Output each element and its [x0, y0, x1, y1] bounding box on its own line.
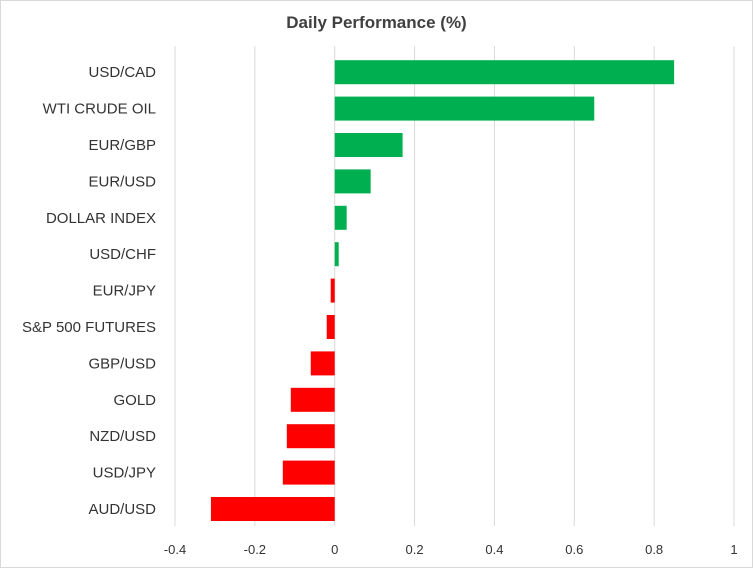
category-label: NZD/USD [89, 428, 156, 445]
bar [326, 315, 335, 339]
bars [210, 60, 675, 521]
x-axis-tick-labels: -0.4 -0.2 0 0.2 0.4 0.6 0.8 1 [164, 542, 738, 557]
category-label: S&P 500 FUTURES [22, 319, 156, 336]
category-label: AUD/USD [88, 501, 156, 518]
bar [310, 351, 335, 376]
category-label: EUR/GBP [88, 137, 156, 154]
bar [334, 205, 347, 230]
x-tick-label: 0.2 [406, 542, 424, 557]
x-tick-label: 0.6 [565, 542, 583, 557]
x-tick-label: 1 [730, 542, 737, 557]
x-tick-label: 0.8 [645, 542, 663, 557]
bar [286, 424, 335, 449]
bar [334, 60, 675, 85]
category-label: EUR/JPY [93, 283, 156, 300]
bar [290, 387, 335, 412]
category-label: USD/CAD [88, 64, 156, 81]
bar [330, 278, 335, 303]
bar [334, 133, 403, 157]
category-label: EUR/USD [88, 173, 156, 190]
category-label: GBP/USD [88, 355, 156, 372]
x-tick-label: 0.4 [485, 542, 503, 557]
bar [210, 497, 335, 521]
bar [334, 242, 339, 267]
bar [282, 460, 335, 485]
category-label: GOLD [113, 392, 156, 409]
category-label: USD/JPY [93, 465, 156, 482]
x-tick-label: -0.2 [244, 542, 266, 557]
bar [334, 169, 371, 194]
x-tick-label: -0.4 [164, 542, 186, 557]
category-label: WTI CRUDE OIL [43, 101, 156, 118]
category-labels: USD/CAD WTI CRUDE OIL EUR/GBP EUR/USD DOLLAR… [22, 64, 156, 518]
chart-title: Daily Performance (%) [286, 13, 467, 32]
x-tick-label: 0 [331, 542, 338, 557]
bar [334, 96, 595, 121]
category-label: DOLLAR INDEX [46, 210, 156, 227]
category-label: USD/CHF [89, 246, 156, 263]
